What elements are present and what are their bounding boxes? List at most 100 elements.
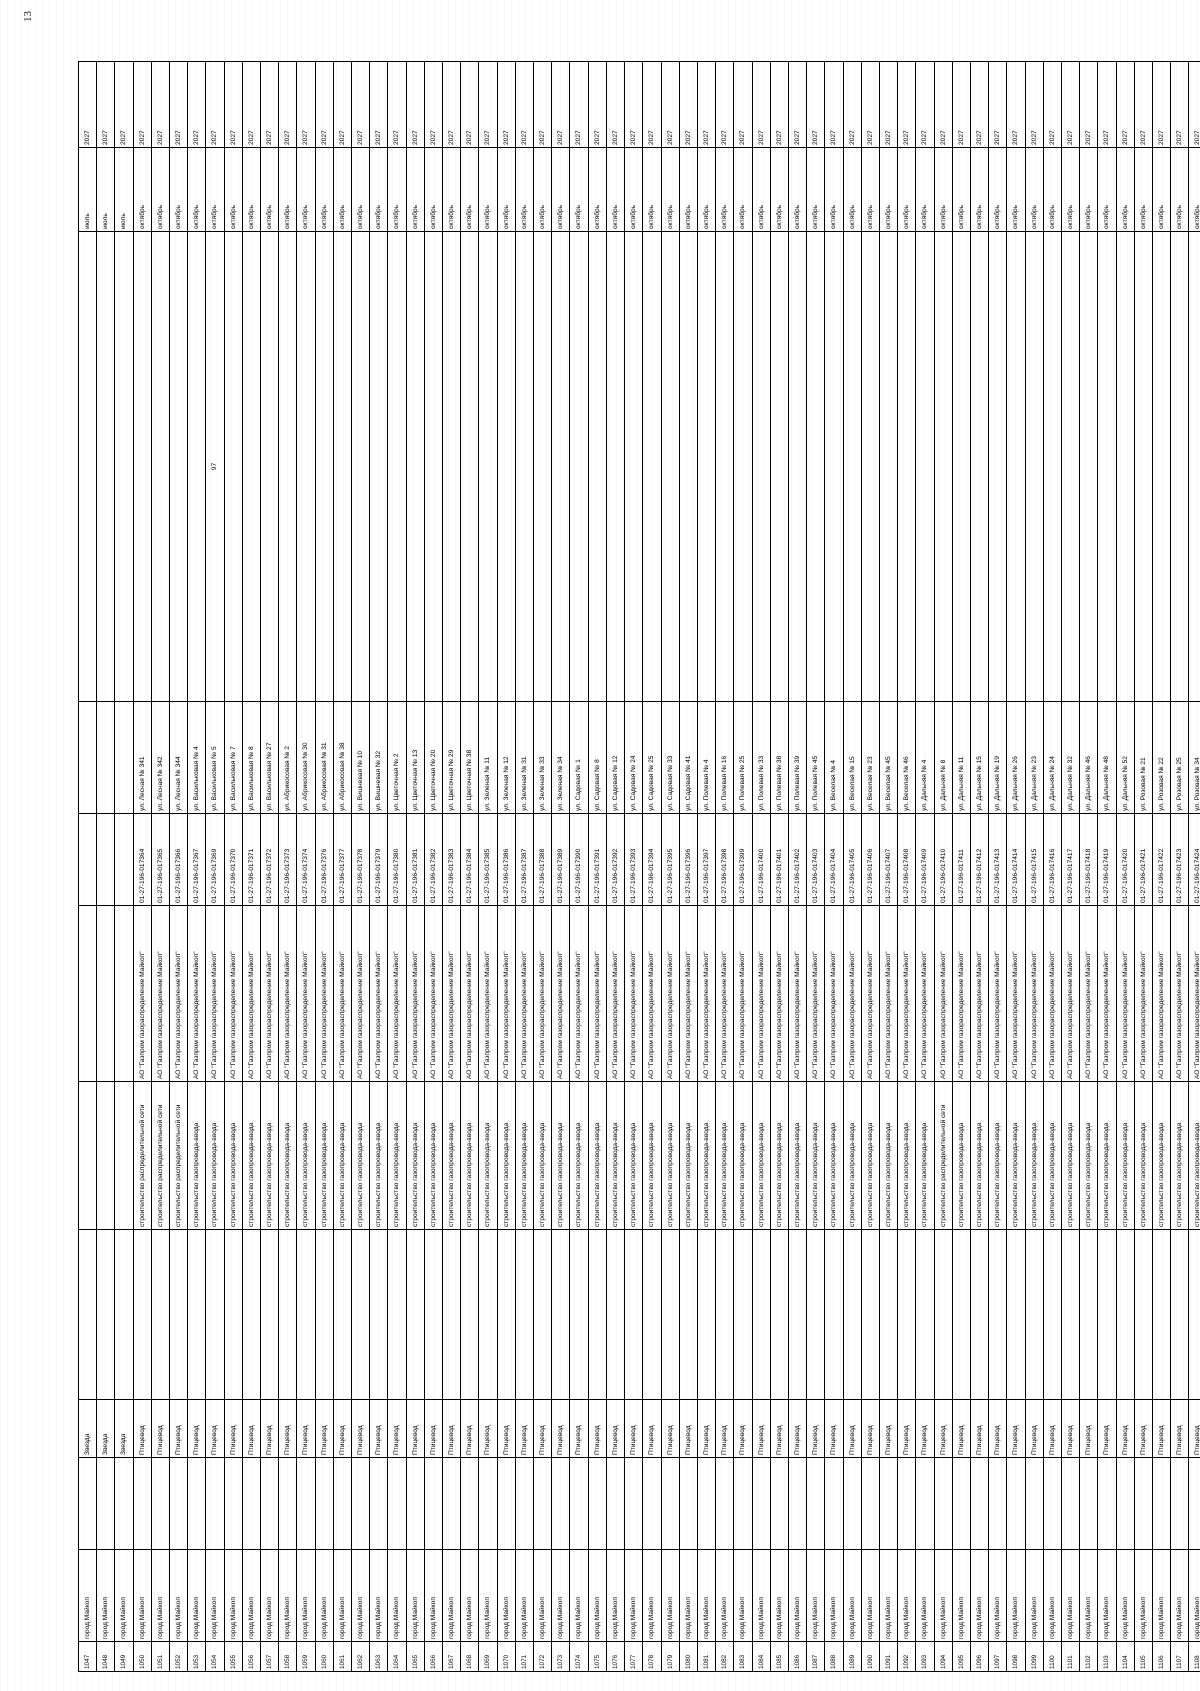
work-description-cell: строительство газопровода-ввода: [333, 1081, 352, 1230]
table-row: 1052 город Майкоп Птицевод строительство ра…: [169, 61, 188, 1672]
address-cell: ул. Розовая № 21: [1134, 701, 1153, 814]
organization-cell: АО "Газпром газораспределение Майкоп": [1006, 905, 1026, 1082]
settlement-type-cell: Птицевод: [806, 1399, 825, 1458]
year-cell: 2027: [569, 61, 589, 148]
settlement-type-cell: Птицевод: [679, 1399, 698, 1458]
object-id-cell: 01-27-196-017402: [788, 813, 807, 906]
settlement-cell: [406, 1457, 425, 1550]
year-cell: 2027: [114, 61, 134, 148]
spacer-cell: [788, 1229, 807, 1400]
municipality-cell: город Майкоп: [679, 1549, 698, 1642]
table-row: 1063 город Майкоп Птицевод строительство га…: [369, 61, 388, 1672]
municipality-cell: город Майкоп: [988, 1549, 1007, 1642]
organization-cell: АО "Газпром газораспределение Майкоп": [551, 905, 570, 1082]
object-id-cell: 01-27-196-017383: [442, 813, 461, 906]
organization-cell: АО "Газпром газораспределение Майкоп": [788, 905, 807, 1082]
settlement-cell: [151, 1457, 170, 1550]
table-row: 1061 город Майкоп Птицевод строительство га…: [333, 61, 352, 1672]
object-id-cell: 01-27-196-017380: [387, 813, 407, 906]
settlement-type-cell: Птицевод: [296, 1399, 316, 1458]
settlement-type-cell: Птицевод: [478, 1399, 498, 1458]
table-row: 1057 город Майкоп Птицевод строительство га…: [260, 61, 279, 1672]
address-cell: ул. Веселая № 15: [843, 701, 862, 814]
settlement-cell: [788, 1457, 807, 1550]
settlement-type-cell: Птицевод: [497, 1399, 516, 1458]
work-description-cell: строительство газопровода-ввода: [861, 1081, 880, 1230]
table-row: 1055 город Майкоп Птицевод строительство га…: [224, 61, 243, 1672]
settlement-type-cell: Птицевод: [915, 1399, 935, 1458]
quantity-cell: [1061, 231, 1080, 702]
settlement-cell: [1006, 1457, 1026, 1550]
object-id-cell: [96, 813, 115, 906]
organization-cell: [114, 905, 134, 1082]
table-row: 1099 город Майкоп Птицевод строительство га…: [1025, 61, 1044, 1672]
settlement-type-cell: Птицевод: [1006, 1399, 1026, 1458]
organization-cell: АО "Газпром газораспределение Майкоп": [897, 905, 916, 1082]
object-id-cell: 01-27-196-017401: [770, 813, 789, 906]
object-id-cell: 01-27-196-017387: [515, 813, 534, 906]
address-cell: ул. Цветочная № 13: [406, 701, 425, 814]
municipality-cell: город Майкоп: [333, 1549, 352, 1642]
table-row: 1053 город Майкоп Птицевод строительство га…: [187, 61, 206, 1672]
month-cell: октябрь: [224, 147, 243, 232]
work-description-cell: строительство газопровода-ввода: [533, 1081, 552, 1230]
settlement-cell: [497, 1457, 516, 1550]
month-cell: октябрь: [697, 147, 716, 232]
spacer-cell: [1152, 1229, 1171, 1400]
settlement-type-cell: Птицевод: [406, 1399, 425, 1458]
month-cell: октябрь: [351, 147, 370, 232]
year-cell: 2027: [1188, 61, 1200, 148]
settlement-type-cell: Птицевод: [1152, 1399, 1171, 1458]
row-number-cell: 1106: [1152, 1641, 1171, 1672]
spacer-cell: [642, 1229, 661, 1400]
spacer-cell: [351, 1229, 370, 1400]
month-cell: октябрь: [1188, 147, 1200, 232]
quantity-cell: [315, 231, 334, 702]
address-cell: ул. Садовая № 24: [624, 701, 643, 814]
settlement-type-cell: Птицевод: [988, 1399, 1007, 1458]
quantity-cell: [242, 231, 261, 702]
organization-cell: АО "Газпром газораспределение Майкоп": [1079, 905, 1098, 1082]
settlement-cell: [533, 1457, 552, 1550]
row-number-cell: 1095: [952, 1641, 971, 1672]
year-cell: 2027: [315, 61, 334, 148]
settlement-cell: [133, 1457, 152, 1550]
organization-cell: АО "Газпром газораспределение Майкоп": [187, 905, 206, 1082]
spacer-cell: [1025, 1229, 1044, 1400]
organization-cell: АО "Газпром газораспределение Майкоп": [569, 905, 589, 1082]
table-row: 1078 город Майкоп Птицевод строительство га…: [642, 61, 661, 1672]
work-description-cell: строительство распределительной сети: [151, 1081, 170, 1230]
row-number-cell: 1083: [733, 1641, 753, 1672]
organization-cell: АО "Газпром газораспределение Майкоп": [478, 905, 498, 1082]
municipality-cell: город Майкоп: [934, 1549, 953, 1642]
row-number-cell: 1089: [843, 1641, 862, 1672]
spacer-cell: [333, 1229, 352, 1400]
object-id-cell: 01-27-196-017398: [715, 813, 734, 906]
settlement-type-cell: Птицевод: [569, 1399, 589, 1458]
settlement-type-cell: Звезда: [78, 1399, 97, 1458]
row-number-cell: 1103: [1097, 1641, 1117, 1672]
settlement-type-cell: Птицевод: [770, 1399, 789, 1458]
settlement-cell: [205, 1457, 225, 1550]
settlement-cell: [169, 1457, 188, 1550]
work-description-cell: строительство газопровода-ввода: [752, 1081, 771, 1230]
table-row: 1107 город Майкоп Птицевод строительство га…: [1170, 61, 1189, 1672]
table-row: 1058 город Майкоп Птицевод строительство га…: [278, 61, 297, 1672]
row-number-cell: 1077: [624, 1641, 643, 1672]
spacer-cell: [315, 1229, 334, 1400]
spacer-cell: [679, 1229, 698, 1400]
organization-cell: АО "Газпром газораспределение Майкоп": [752, 905, 771, 1082]
organization-cell: АО "Газпром газораспределение Майкоп": [260, 905, 279, 1082]
settlement-type-cell: Птицевод: [187, 1399, 206, 1458]
work-description-cell: [78, 1081, 97, 1230]
quantity-cell: [442, 231, 461, 702]
work-description-cell: строительство газопровода-ввода: [406, 1081, 425, 1230]
year-cell: 2027: [497, 61, 516, 148]
row-number-cell: 1105: [1134, 1641, 1153, 1672]
settlement-cell: [988, 1457, 1007, 1550]
settlement-cell: [679, 1457, 698, 1550]
row-number-cell: 1075: [588, 1641, 607, 1672]
object-id-cell: 01-27-196-017397: [697, 813, 716, 906]
work-description-cell: строительство газопровода-ввода: [1134, 1081, 1153, 1230]
object-id-cell: 01-27-196-017377: [333, 813, 352, 906]
